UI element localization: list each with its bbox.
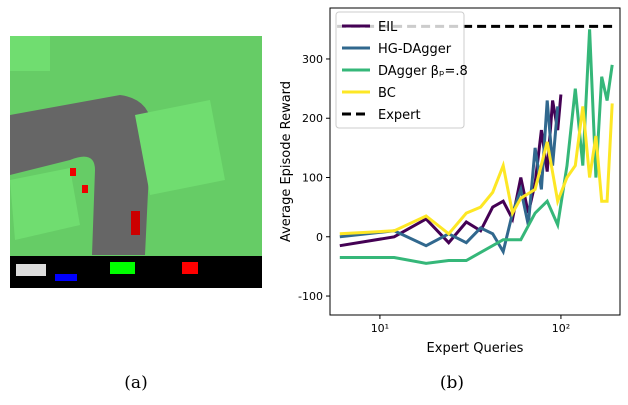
car (131, 211, 140, 235)
curb (70, 168, 76, 176)
y-tick-label: 200 (302, 112, 323, 125)
y-tick-label: 300 (302, 53, 323, 66)
x-axis-label: Expert Queries (427, 341, 524, 356)
legend-label: EIL (378, 20, 398, 35)
x-tick-label: 10² (552, 322, 570, 335)
y-tick-label: -100 (298, 290, 323, 303)
hud-bar (182, 262, 198, 274)
y-axis-label: Average Episode Reward (279, 81, 294, 242)
tile (135, 100, 225, 195)
game-screenshot (10, 36, 262, 288)
caption: (b) (440, 373, 464, 393)
tile (10, 36, 50, 71)
legend-label: DAgger βₚ=.8 (378, 64, 468, 79)
legend-label: BC (378, 86, 396, 101)
figure: (a) (b) -100 0 100 200 300 10¹ 10² Expert Queri… (0, 0, 628, 401)
legend-label: Expert (378, 108, 421, 123)
y-tick-label: 0 (316, 231, 323, 244)
legend-label: HG-DAgger (378, 42, 452, 57)
caption: (a) (124, 373, 147, 393)
hud (10, 256, 262, 288)
curb (82, 185, 88, 193)
score (16, 264, 46, 276)
y-tick-label: 100 (302, 172, 323, 185)
hud-bar (55, 274, 77, 281)
x-tick-label: 10¹ (371, 322, 389, 335)
hud-bar (110, 262, 135, 274)
